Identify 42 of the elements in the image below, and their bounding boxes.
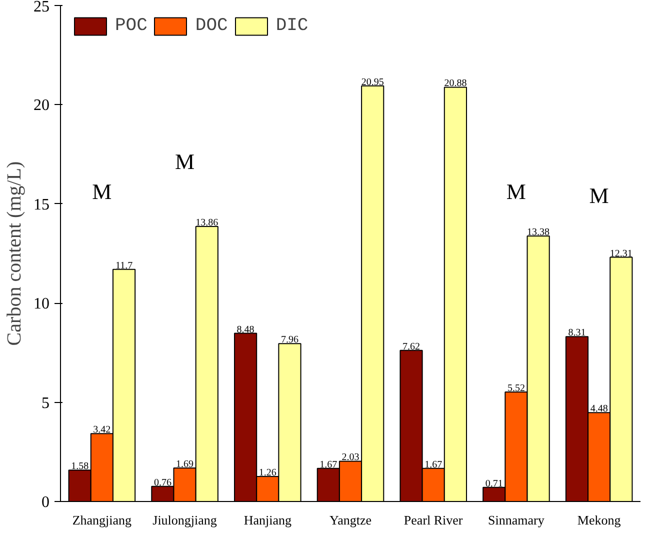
data-label: 3.42	[93, 424, 111, 436]
y-tick-label: 0	[42, 494, 50, 511]
data-label: 20.88	[444, 78, 467, 90]
y-tick-label: 5	[42, 394, 50, 412]
data-label: 13.86	[196, 218, 218, 229]
data-label: 1.58	[71, 461, 89, 472]
x-tick-label: Pearl River	[404, 512, 464, 528]
x-tick-label: Yangtze	[329, 512, 372, 528]
y-tick-label: 10	[34, 296, 50, 313]
y-tick-label: 20	[34, 97, 50, 114]
data-label: 2.03	[342, 452, 360, 464]
data-label: 1.26	[258, 468, 276, 478]
legend-label: POC	[115, 16, 148, 36]
x-tick-label: Mekong	[577, 512, 622, 528]
x-tick-label: Zhangjiang	[72, 512, 132, 528]
data-label: 7.96	[280, 334, 298, 346]
annotation: M	[506, 178, 526, 204]
legend-label: DIC	[276, 16, 308, 36]
data-label: 8.48	[236, 324, 254, 336]
data-label: 0.71	[485, 478, 503, 490]
annotation: M	[589, 182, 609, 208]
data-label: 1.67	[424, 459, 442, 470]
data-label: 13.38	[527, 227, 550, 238]
y-tick-label: 15	[34, 196, 50, 214]
data-label: 12.31	[610, 248, 632, 260]
data-label: 8.31	[568, 328, 586, 339]
annotation: M	[175, 149, 195, 174]
data-label: 20.95	[361, 76, 384, 88]
data-label: 4.48	[590, 404, 608, 415]
data-label: 5.52	[507, 382, 525, 394]
x-tick-label: Hanjiang	[244, 512, 292, 528]
data-label: 1.67	[320, 459, 338, 470]
y-axis-title: Carbon content (mg/L)	[4, 161, 26, 346]
data-label: 0.76	[154, 477, 172, 488]
annotation: M	[92, 178, 112, 204]
data-label: 1.69	[176, 458, 194, 470]
y-tick-label: 25	[34, 0, 50, 16]
x-tick-label: Jiulongjiang	[152, 512, 218, 528]
legend-label: DOC	[195, 16, 228, 36]
x-tick-label: Sinnamary	[488, 512, 545, 528]
data-label: 11.7	[115, 260, 133, 272]
data-label: 7.62	[402, 341, 420, 352]
